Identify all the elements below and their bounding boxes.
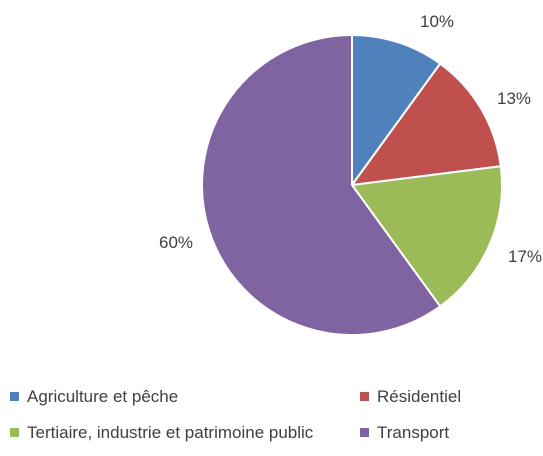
- legend-item-agriculture-et-peche: Agriculture et pêche: [10, 387, 178, 406]
- pie-slice-transport: [201, 34, 442, 336]
- data-label-residentiel: 13%: [497, 89, 531, 108]
- legend-label: Tertiaire, industrie et patrimoine publi…: [27, 423, 314, 442]
- legend: Agriculture et pêche Résidentiel Tertiaire…: [10, 387, 461, 442]
- legend-item-tertiaire-industrie-et-patrimoine-public: Tertiaire, industrie et patrimoine publi…: [10, 423, 314, 442]
- legend-item-transport: Transport: [360, 423, 449, 442]
- pie-slice-agriculture-et-peche: [351, 34, 442, 186]
- legend-swatch: [360, 428, 369, 437]
- legend-label: Résidentiel: [377, 387, 461, 406]
- legend-label: Transport: [377, 423, 449, 442]
- data-label-transport: 60%: [159, 233, 193, 252]
- pie-slice-tertiaire-industrie-et-patrimoine-public: [351, 165, 503, 308]
- data-label-agriculture-et-peche: 10%: [420, 12, 454, 31]
- legend-swatch: [360, 392, 369, 401]
- data-labels: 10% 13% 17% 60%: [159, 12, 542, 266]
- pie-slice-residentiel: [351, 62, 502, 186]
- legend-label: Agriculture et pêche: [27, 387, 178, 406]
- pie-slices: [201, 34, 503, 336]
- legend-swatch: [10, 392, 19, 401]
- legend-item-residentiel: Résidentiel: [360, 387, 461, 406]
- data-label-tertiaire-industrie-et-patrimoine-public: 17%: [508, 247, 542, 266]
- legend-swatch: [10, 428, 19, 437]
